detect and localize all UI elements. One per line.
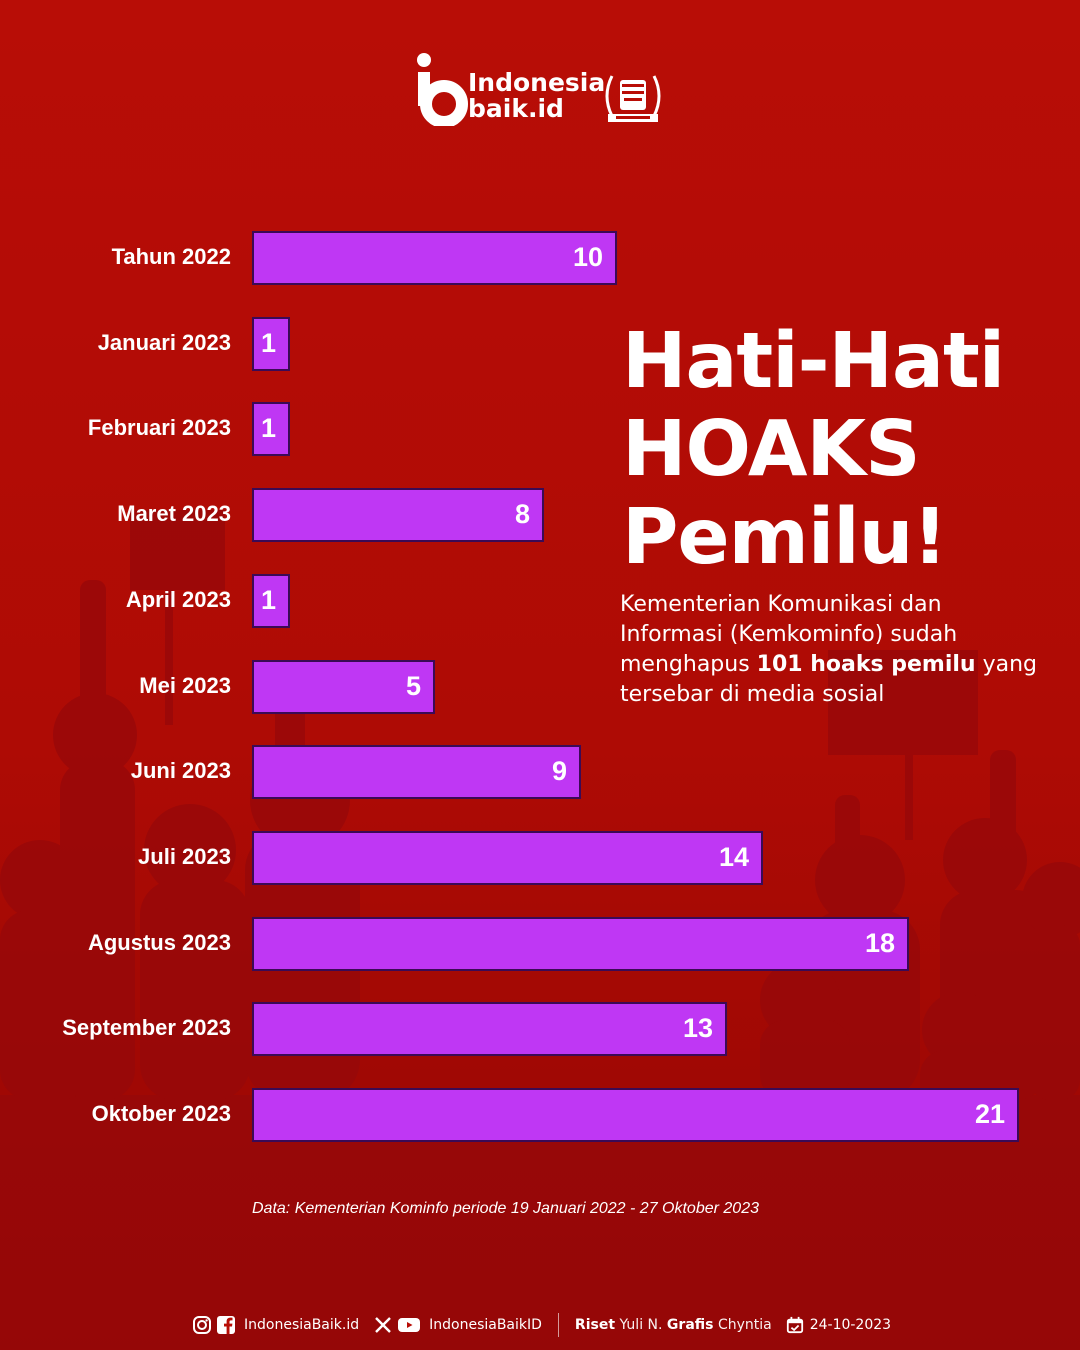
- brand-name: Indonesia baik.id: [468, 70, 605, 122]
- bar: 10: [252, 231, 617, 285]
- youtube-icon[interactable]: [397, 1315, 421, 1335]
- bar-value-label: 1: [260, 413, 276, 443]
- wsis-award-badge-icon: [605, 75, 661, 122]
- grafis-label: Grafis: [666, 1317, 714, 1333]
- category-label: Juni 2023: [130, 758, 231, 783]
- footer: IndonesiaBaik.id IndonesiaBaikID Riset Y…: [192, 1310, 891, 1340]
- headline-line1: Hati-Hati: [622, 317, 1005, 406]
- description-highlight: 101 hoaks pemilu: [756, 652, 976, 677]
- x-twitter-icon[interactable]: [373, 1315, 393, 1335]
- bar-chart: Tahun 2022 10 Januari 2023 1 Februari 2023 1 M…: [62, 231, 1019, 1142]
- footer-handle-social[interactable]: IndonesiaBaik.id: [244, 1317, 360, 1333]
- category-label: Juli 2023: [138, 844, 231, 869]
- bar-value-label: 18: [864, 928, 895, 958]
- bar: 5: [252, 660, 435, 714]
- category-label: Maret 2023: [117, 501, 231, 526]
- category-label: Oktober 2023: [91, 1101, 231, 1126]
- bar-value-label: 5: [405, 671, 421, 701]
- data-source-note: Data: Kementerian Kominfo periode 19 Jan…: [252, 1200, 759, 1217]
- bar: 9: [252, 745, 581, 799]
- headline: Hati-Hati HOAKS Pemilu!: [622, 318, 1052, 582]
- footer-separator: [557, 1313, 559, 1337]
- bar-value-label: 8: [514, 499, 530, 529]
- bar: 8: [252, 488, 544, 542]
- bar-value-label: 1: [260, 585, 276, 615]
- description: Kementerian Komunikasi dan Informasi (Ke…: [620, 590, 1040, 710]
- bar: 13: [252, 1002, 727, 1056]
- headline-line2: HOAKS: [622, 405, 921, 494]
- grafis-name: Chyntia: [717, 1317, 772, 1333]
- bar-value-label: 21: [974, 1099, 1005, 1129]
- bar: 21: [252, 1088, 1019, 1142]
- brand-name-line1: Indonesia: [468, 68, 606, 97]
- bar-value-label: 9: [551, 756, 567, 786]
- publish-date: 24-10-2023: [809, 1317, 892, 1333]
- category-label: Mei 2023: [139, 673, 231, 698]
- category-label: September 2023: [62, 1015, 231, 1040]
- brand-logo: Indonesia baik.id: [410, 48, 680, 138]
- indonesiabaik-logo-icon: [417, 53, 468, 126]
- bar-value-label: 10: [572, 242, 603, 272]
- bar: 1: [252, 402, 290, 456]
- riset-label: Riset: [574, 1317, 616, 1333]
- description-part1: Kementerian Komunikasi dan Informasi (Ke…: [620, 592, 958, 677]
- bar-value-label: 1: [260, 328, 276, 358]
- bar: 14: [252, 831, 763, 885]
- category-label: Februari 2023: [87, 415, 231, 440]
- calendar-icon: [786, 1316, 803, 1334]
- category-label: Januari 2023: [97, 330, 231, 355]
- headline-line3: Pemilu!: [622, 493, 948, 582]
- category-label: April 2023: [125, 587, 231, 612]
- category-label: Agustus 2023: [87, 930, 231, 955]
- bar-value-label: 13: [682, 1013, 713, 1043]
- description-part2: yang tersebar di media sosial: [620, 652, 1038, 707]
- facebook-icon[interactable]: [216, 1315, 236, 1335]
- footer-handle-video[interactable]: IndonesiaBaikID: [429, 1317, 542, 1333]
- bar-value-label: 14: [718, 842, 749, 872]
- bar: 1: [252, 317, 290, 371]
- bar: 1: [252, 574, 290, 628]
- bar: 18: [252, 917, 909, 971]
- brand-name-line2: baik.id: [468, 94, 564, 123]
- instagram-icon[interactable]: [192, 1315, 212, 1335]
- riset-name: Yuli N.: [619, 1317, 663, 1333]
- category-label: Tahun 2022: [111, 244, 231, 269]
